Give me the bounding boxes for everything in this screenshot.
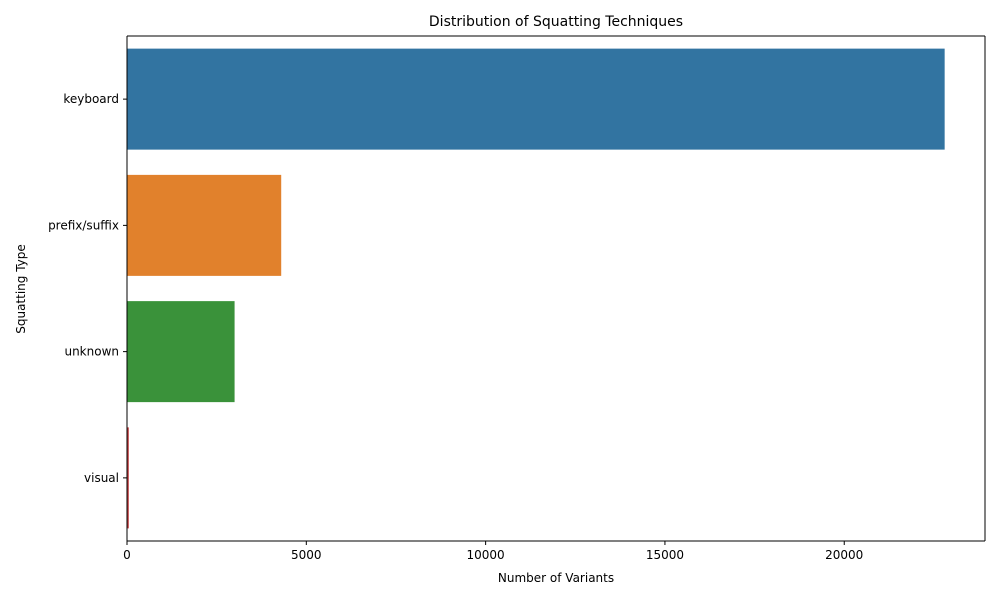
x-tick-label: 0 [123, 548, 131, 562]
bars-layer [127, 48, 945, 529]
bar-visual [127, 427, 129, 529]
axes-layer [126, 35, 986, 542]
chart-title: Distribution of Squatting Techniques [429, 14, 683, 30]
x-tick-label: 10000 [467, 548, 505, 562]
x-tick-label: 15000 [646, 548, 684, 562]
y-tick-label: keyboard [63, 92, 119, 106]
bar-unknown [127, 301, 235, 403]
bar-keyboard [127, 48, 945, 150]
y-axis-title: Squatting Type [14, 244, 28, 334]
x-tick-label: 20000 [825, 548, 863, 562]
ticks-layer: keyboard prefix/suffix unknown visual 0 5000 1… [48, 92, 863, 562]
x-tick-label: 5000 [291, 548, 322, 562]
y-tick-label: prefix/suffix [48, 218, 119, 232]
x-axis-title: Number of Variants [498, 571, 614, 585]
bar-prefix-suffix [127, 174, 282, 276]
y-tick-label: unknown [64, 345, 119, 359]
y-tick-label: visual [84, 471, 119, 485]
